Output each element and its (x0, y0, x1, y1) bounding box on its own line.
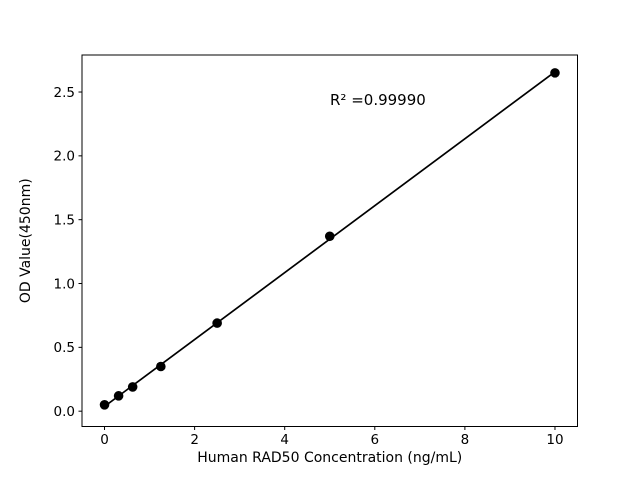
data-point (324, 231, 335, 242)
y-axis-label: OD Value(450nm) (18, 178, 34, 303)
x-tick-label: 2 (190, 432, 199, 448)
data-point (127, 382, 138, 392)
y-tick-label: 0.0 (54, 404, 75, 420)
y-tick-label: 1.0 (54, 276, 75, 292)
plot-border (81, 54, 578, 427)
data-point (99, 399, 110, 410)
x-axis-label: Human RAD50 Concentration (ng/mL) (197, 450, 462, 466)
data-points-layer (99, 68, 560, 410)
data-point (550, 68, 560, 78)
data-point (113, 391, 124, 401)
x-tick-label: 0 (100, 432, 109, 448)
axis-ticks: 0 2 4 6 8 10 0.0 0.5 1.0 1.5 2.0 2.5 (54, 85, 564, 448)
x-tick-label: 6 (370, 432, 379, 448)
data-point (212, 318, 222, 328)
y-tick-label: 1.5 (54, 212, 75, 228)
x-tick-label: 4 (280, 432, 289, 448)
r-squared-annotation: R² =0.99990 (330, 91, 426, 109)
data-point (156, 361, 166, 372)
x-tick-label: 8 (461, 432, 470, 448)
x-tick-label: 10 (546, 432, 563, 448)
y-tick-label: 0.5 (54, 340, 75, 356)
y-tick-label: 2.5 (54, 85, 75, 101)
y-tick-label: 2.0 (54, 149, 75, 165)
